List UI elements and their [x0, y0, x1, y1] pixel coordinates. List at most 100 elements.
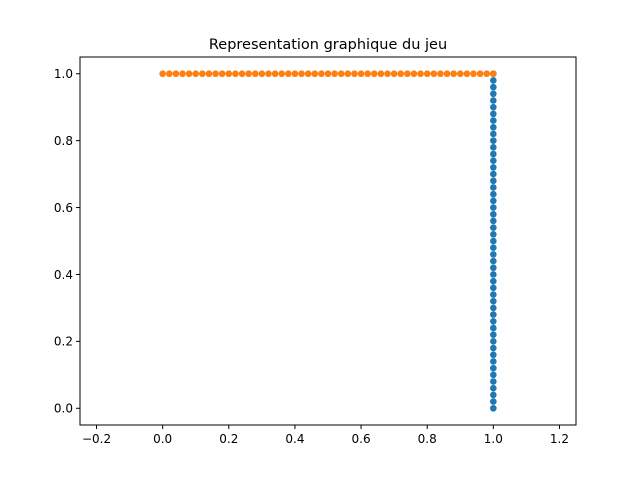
axes-background	[80, 57, 576, 425]
series-1-point	[490, 284, 497, 292]
series-2-point	[437, 70, 444, 78]
series-1-point	[490, 210, 497, 218]
series-2-point	[344, 70, 352, 78]
series-1-point	[490, 358, 497, 365]
series-2-point	[271, 70, 279, 78]
series-2-point	[179, 70, 186, 78]
series-1-point	[490, 244, 497, 251]
series-2-point	[232, 70, 239, 78]
series-2-point	[377, 70, 385, 78]
series-1-point	[490, 83, 497, 91]
series-1	[490, 70, 497, 412]
x-tick-label: 0.0	[153, 432, 172, 446]
series-2-point	[192, 70, 200, 78]
series-2	[159, 70, 497, 78]
series-1-point	[490, 264, 497, 272]
series-1-point	[490, 204, 497, 211]
series-1-point	[490, 144, 497, 151]
series-2-point	[311, 70, 319, 78]
series-1-point	[490, 190, 497, 198]
series-1-point	[490, 317, 497, 325]
series-1-point	[490, 177, 497, 185]
y-axis: 0.0 0.2 0.4 0.6 0.8 1.0	[54, 67, 80, 416]
series-1-point	[490, 331, 497, 338]
series-1-point	[490, 404, 497, 412]
series-2-point	[291, 70, 299, 78]
series-1-point	[490, 170, 497, 178]
series-1-point	[490, 391, 497, 399]
series-1-point	[490, 291, 497, 298]
series-1-point	[490, 150, 497, 158]
series-2-point	[443, 70, 451, 78]
series-1-point	[490, 251, 497, 258]
series-2-point	[205, 70, 213, 78]
series-1-point	[490, 257, 497, 265]
series-1-point	[490, 130, 497, 138]
series-2-point	[225, 70, 233, 78]
series-2-point	[384, 70, 391, 78]
y-tick-label: 0.8	[54, 134, 73, 148]
series-1-point	[490, 110, 497, 118]
series-1-point	[490, 297, 497, 305]
series-1-point	[490, 224, 497, 231]
x-tick-label: 1.0	[484, 432, 503, 446]
series-2-point	[417, 70, 424, 78]
y-tick-label: 0.6	[54, 201, 73, 215]
series-2-point	[430, 70, 438, 78]
series-2-point	[470, 70, 477, 78]
series-1-point	[490, 311, 497, 318]
series-2-point	[370, 70, 378, 78]
series-2-point	[483, 70, 491, 78]
series-1-point	[490, 351, 497, 359]
series-2-point	[351, 70, 358, 78]
series-1-point	[490, 384, 497, 392]
series-2-point	[218, 70, 226, 78]
series-2-point	[245, 70, 252, 78]
series-1-point	[490, 103, 497, 111]
series-2-point	[285, 70, 292, 78]
series-1-point	[490, 184, 497, 191]
series-2-point	[324, 70, 332, 78]
series-2-point	[199, 70, 206, 78]
x-tick-label: 0.8	[418, 432, 437, 446]
series-1-point	[490, 123, 497, 131]
series-1-point	[490, 90, 497, 98]
y-tick-label: 0.4	[54, 268, 73, 282]
series-2-point	[390, 70, 398, 78]
series-2-point	[258, 70, 266, 78]
series-1-point	[490, 97, 497, 104]
series-2-point	[212, 70, 219, 78]
series-2-point	[251, 70, 259, 78]
y-tick-label: 0.0	[54, 402, 73, 416]
series-2-point	[423, 70, 431, 78]
x-tick-label: 1.2	[550, 432, 569, 446]
series-layer	[159, 70, 497, 412]
series-1-point	[490, 237, 497, 245]
series-2-point	[165, 70, 173, 78]
series-2-point	[463, 70, 471, 78]
series-1-point	[490, 364, 497, 372]
x-tick-label: −0.2	[82, 432, 111, 446]
series-2-point	[397, 70, 405, 78]
series-2-point	[331, 70, 338, 78]
y-tick-label: 1.0	[54, 67, 73, 81]
series-2-point	[304, 70, 312, 78]
x-tick-label: 0.4	[285, 432, 304, 446]
x-tick-label: 0.2	[219, 432, 238, 446]
series-2-point	[185, 70, 193, 78]
axes-frame	[79, 56, 577, 426]
series-1-point	[490, 398, 497, 405]
series-2-point	[476, 70, 484, 78]
series-1-point	[490, 304, 497, 312]
series-1-point	[490, 164, 497, 171]
series-1-point	[490, 371, 497, 379]
series-2-point	[357, 70, 365, 78]
series-2-point	[410, 70, 418, 78]
series-2-point	[298, 70, 305, 78]
y-tick-label: 0.2	[54, 335, 73, 349]
series-2-point	[490, 70, 497, 78]
series-2-point	[265, 70, 272, 78]
series-1-point	[490, 271, 497, 278]
series-2-point	[364, 70, 371, 78]
